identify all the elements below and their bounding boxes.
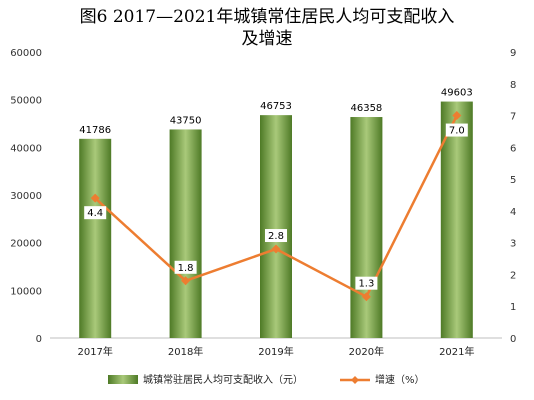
y-right-tick-label: 2 — [510, 270, 516, 281]
y-right-tick-label: 7 — [510, 112, 516, 123]
growth-label-bg — [174, 260, 197, 274]
x-category-label: 2021年 — [439, 345, 474, 358]
legend-bar-label: 城镇常驻居民人均可支配收入（元） — [143, 373, 303, 386]
bar — [350, 117, 383, 339]
y-left-tick-label: 10000 — [10, 286, 42, 297]
legend-line-label: 增速（%） — [375, 373, 425, 386]
growth-value-label: 4.4 — [87, 208, 103, 219]
growth-label-bg — [445, 123, 468, 137]
growth-point — [361, 292, 371, 302]
y-right-tick-label: 8 — [510, 80, 516, 91]
growth-value-label: 7.0 — [449, 126, 465, 137]
bar-value-label: 41786 — [79, 125, 111, 136]
legend-bar-swatch — [108, 375, 138, 384]
plot-area: 0 10000 20000 30000 40000 50000 60000 0 1 2 3 4 5 6 7 8… — [10, 48, 516, 386]
y-right-tick-label: 0 — [510, 334, 516, 345]
growth-label-bg — [84, 206, 107, 220]
bar-value-label: 49603 — [441, 88, 473, 99]
x-category-label: 2017年 — [77, 345, 112, 358]
growth-value-label: 2.8 — [268, 231, 284, 242]
y-right-tick-label: 3 — [510, 239, 516, 250]
y-left-tick-label: 50000 — [10, 96, 42, 107]
growth-point — [271, 244, 281, 254]
growth-point — [452, 111, 462, 121]
growth-label-bg — [355, 276, 378, 290]
bar — [440, 101, 473, 338]
y-left-tick-label: 40000 — [10, 143, 42, 154]
bar-value-label: 46358 — [350, 103, 382, 114]
y-right-tick-label: 1 — [510, 302, 516, 313]
bar — [79, 138, 112, 338]
chart-title-line1: 图6 2017—2021年城镇常住居民人均可支配收入 — [80, 7, 455, 27]
bar-value-label: 43750 — [170, 115, 202, 126]
chart-title-line2: 及增速 — [242, 29, 293, 49]
bar-value-label: 46753 — [260, 101, 292, 112]
y-right-tick-label: 6 — [510, 143, 516, 154]
y-left-tick-label: 30000 — [10, 191, 42, 202]
bar — [260, 115, 292, 338]
x-category-label: 2018年 — [168, 345, 203, 358]
y-left-tick-label: 20000 — [10, 239, 42, 250]
growth-value-label: 1.3 — [358, 279, 374, 290]
y-left-tick-label: 60000 — [10, 48, 42, 59]
growth-point — [90, 193, 100, 203]
bar — [169, 129, 202, 338]
y-left-tick-label: 0 — [36, 334, 42, 345]
growth-label-bg — [265, 229, 287, 243]
y-right-tick-label: 4 — [510, 207, 516, 218]
growth-point — [181, 276, 191, 286]
y-right-tick-label: 5 — [510, 175, 516, 186]
y-right-tick-label: 9 — [510, 48, 516, 59]
x-category-label: 2019年 — [258, 345, 293, 358]
x-category-label: 2020年 — [349, 345, 384, 358]
legend-line-marker — [351, 376, 359, 384]
growth-value-label: 1.8 — [178, 263, 194, 274]
